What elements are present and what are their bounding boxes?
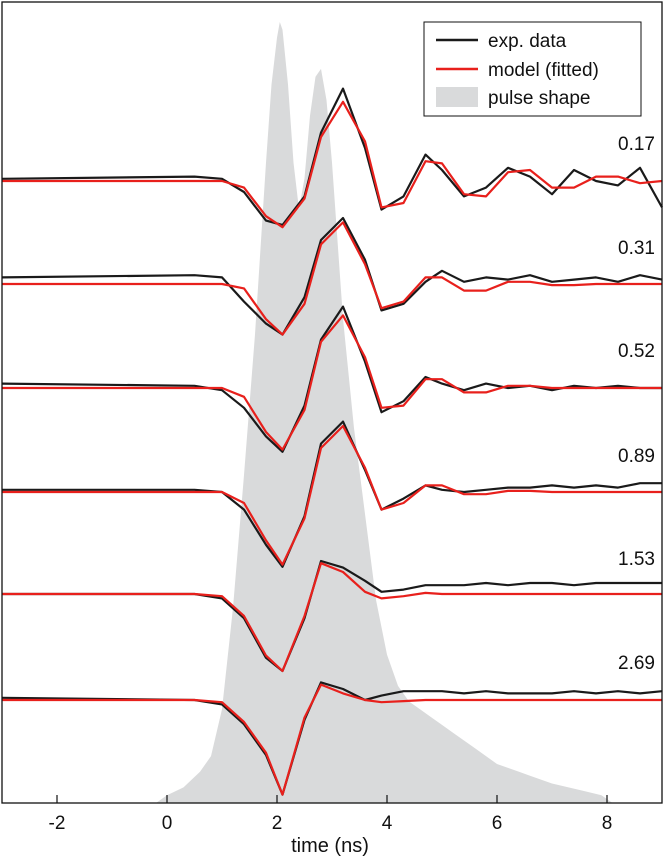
x-axis: -2 0 2 4 6 8 (49, 795, 613, 834)
trace-label-0.31: 0.31 (618, 238, 655, 259)
x-tick-label: 4 (382, 813, 393, 834)
model-line-1.53 (2, 562, 662, 673)
model-line-2.69 (2, 683, 662, 796)
x-tick-label: 2 (272, 813, 283, 834)
trace-label-2.69: 2.69 (618, 653, 655, 674)
x-tick-label: -2 (49, 813, 66, 834)
plot-frame (1, 1, 663, 804)
model-line-0.31 (2, 221, 662, 336)
data-line-0.52 (1, 305, 662, 453)
trace-label-0.17: 0.17 (618, 134, 655, 155)
data-line-0.89 (2, 420, 662, 568)
x-tick-label: 0 (162, 813, 173, 834)
trace-label-0.89: 0.89 (618, 446, 655, 467)
pulse-shape-layer (156, 22, 613, 803)
trace-label-0.52: 0.52 (618, 341, 655, 362)
legend-label: pulse shape (488, 88, 590, 109)
model-line-0.17 (2, 100, 663, 229)
data-line-0.31 (1, 216, 663, 336)
x-tick-label: 6 (492, 813, 503, 834)
data-line-2.69 (1, 681, 663, 796)
x-axis-label: time (ns) (291, 835, 369, 857)
model-line-0.89 (2, 424, 662, 566)
pulse-shape-area (156, 22, 613, 803)
legend-swatch-pulse (436, 87, 478, 107)
traces-layer (1, 87, 663, 796)
x-tick-label: 8 (602, 813, 613, 834)
legend-label: exp. data (488, 31, 567, 52)
legend: exp. data model (fitted) pulse shape (423, 21, 642, 117)
data-line-0.17 (1, 87, 663, 227)
trace-labels: 0.17 0.31 0.52 0.89 1.53 2.69 (618, 134, 655, 674)
model-line-0.52 (2, 314, 662, 451)
trace-label-1.53: 1.53 (618, 549, 655, 570)
legend-label: model (fitted) (488, 60, 599, 81)
